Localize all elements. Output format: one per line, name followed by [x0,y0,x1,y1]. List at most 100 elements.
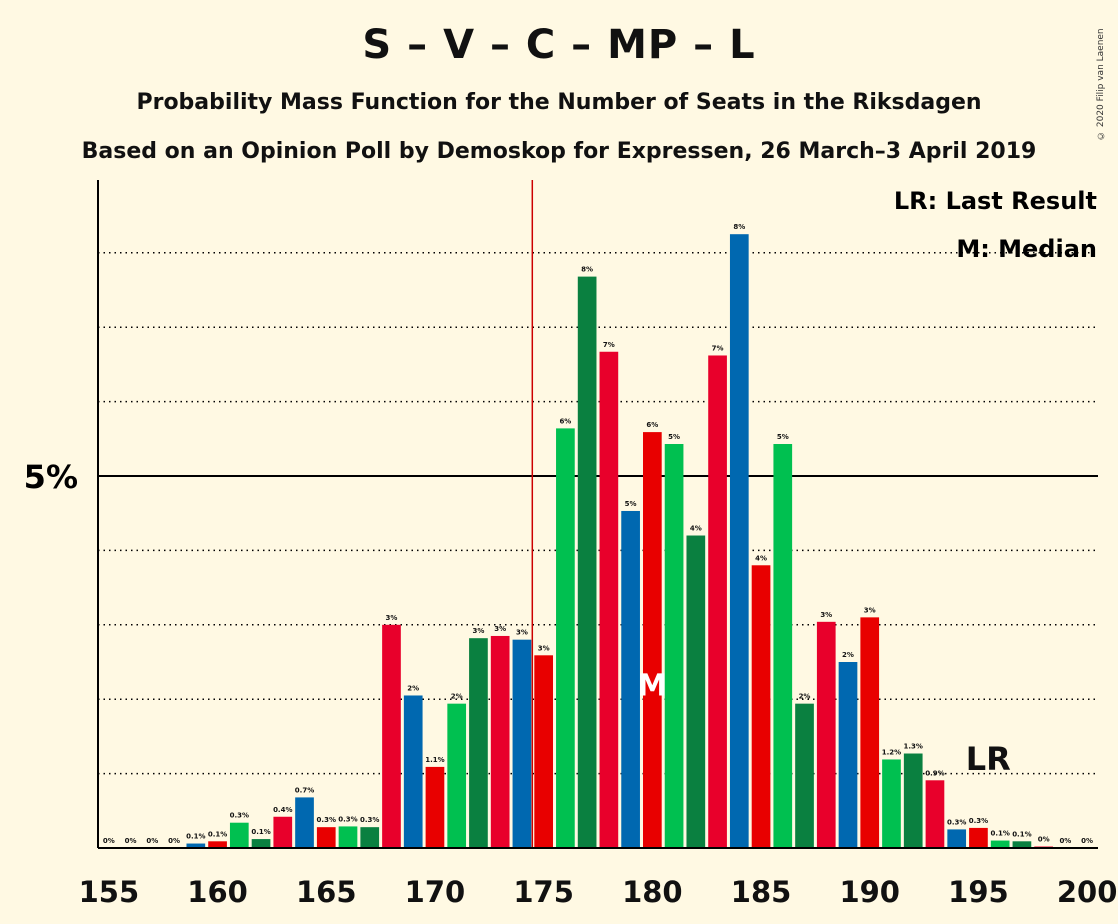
bar-label-175: 3% [538,644,550,652]
bar-label-183: 7% [712,344,724,352]
bar-label-169: 2% [407,684,419,692]
bar-192 [903,753,923,848]
bar-label-165: 0.3% [317,816,336,824]
x-tick-label-200: 200 [1057,875,1118,909]
bar-174 [512,639,532,848]
bar-186 [773,444,793,848]
bar-164 [295,797,314,848]
bar-197 [1012,841,1032,848]
axes [97,180,1098,849]
bar-168 [382,624,401,848]
bar-label-172: 3% [472,627,484,635]
median-marker: M [637,668,667,703]
bar-label-193: 0.9% [925,769,944,777]
legend-median: M: Median [956,235,1097,263]
bar-190 [860,617,880,848]
bar-label-184: 8% [733,223,745,231]
bar-label-190: 3% [864,606,876,614]
bar-177 [577,276,597,848]
bar-label-198: 0% [1038,836,1050,844]
bar-193 [925,780,945,848]
last-result-marker: LR [966,740,1011,778]
legend-last-result: LR: Last Result [894,187,1097,215]
bar-label-192: 1.3% [904,743,923,751]
bar-191 [882,759,901,848]
bar-172 [469,638,488,848]
bar-181 [664,444,684,848]
bar-176 [556,428,575,848]
bar-label-159: 0.1% [186,833,205,841]
bar-label-197: 0.1% [1012,830,1031,838]
bar-label-195: 0.3% [969,817,988,825]
bar-label-160: 0.1% [208,830,227,838]
bar-163 [273,816,293,848]
bar-label-176: 6% [559,417,571,425]
bar-165 [316,827,336,848]
bar-194 [947,829,967,848]
bar-183 [708,355,727,848]
bar-169 [403,695,423,848]
bar-162 [251,839,271,848]
x-tick-label-180: 180 [622,875,683,909]
bar-166 [338,826,358,848]
bar-label-186: 5% [777,433,789,441]
bar-170 [425,766,445,848]
bar-171 [447,703,467,848]
bar-label-178: 7% [603,341,615,349]
bar-label-173: 3% [494,625,506,633]
bar-180 [643,432,662,848]
bar-label-156: 0% [125,837,137,845]
bar-label-181: 5% [668,433,680,441]
bar-173 [490,635,510,848]
bar-label-200: 0% [1081,837,1093,845]
bar-label-158: 0% [168,837,180,845]
bar-185 [751,565,771,848]
bar-label-187: 2% [799,693,811,701]
bar-label-199: 0% [1059,837,1071,845]
bars [186,180,1053,848]
bar-label-157: 0% [146,837,158,845]
bar-179 [621,510,640,848]
bar-195 [969,827,988,848]
bar-label-188: 3% [820,611,832,619]
bar-161 [229,822,249,848]
x-tick-label-195: 195 [948,875,1009,909]
x-tick-label-170: 170 [405,875,466,909]
y-tick-label-5pct: 5% [24,458,78,496]
bar-label-189: 2% [842,651,854,659]
x-tick-label-175: 175 [513,875,574,909]
bar-196 [990,840,1010,848]
bar-175 [534,655,553,848]
chart-source-line: Based on an Opinion Poll by Demoskop for… [81,139,1037,164]
bar-label-196: 0.1% [990,830,1009,838]
bar-188 [816,621,836,848]
gridlines [98,252,1098,775]
x-tick-label-155: 155 [79,875,140,909]
bar-label-191: 1.2% [882,748,901,756]
bar-label-161: 0.3% [230,812,249,820]
bar-178 [599,351,619,848]
chart-title: S – V – C – MP – L [362,22,756,68]
bar-189 [838,662,858,848]
bar-label-162: 0.1% [251,828,270,836]
bar-label-163: 0.4% [273,806,292,814]
x-tick-label-160: 160 [187,875,248,909]
bar-187 [795,703,814,848]
x-tick-labels: 155 160 165 170 175 180 185 190 195 200 [79,875,1118,909]
bar-182 [686,535,706,848]
bar-label-182: 4% [690,525,702,533]
bar-label-155: 0% [103,837,115,845]
x-tick-label-185: 185 [731,875,792,909]
bar-label-185: 4% [755,554,767,562]
bar-label-168: 3% [386,614,398,622]
chart-subtitle: Probability Mass Function for the Number… [136,90,982,115]
bar-label-171: 2% [451,693,463,701]
bar-label-180: 6% [646,421,658,429]
bar-label-170: 1.1% [425,756,444,764]
bar-167 [360,827,380,848]
bar-label-174: 3% [516,629,528,637]
bar-label-194: 0.3% [947,818,966,826]
bar-label-177: 8% [581,266,593,274]
bar-label-166: 0.3% [338,815,357,823]
